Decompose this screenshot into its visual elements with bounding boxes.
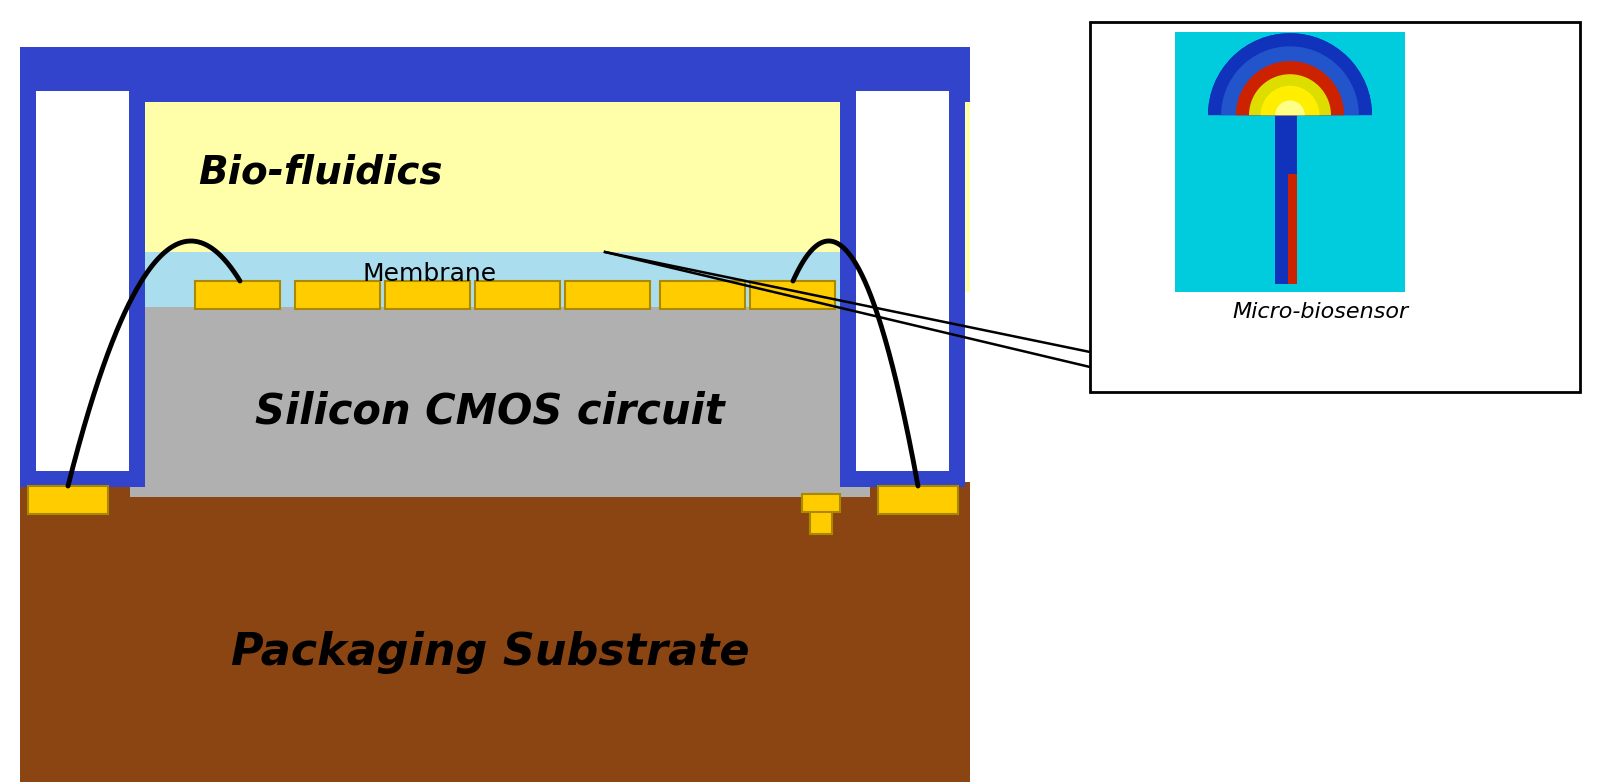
Text: Micro-biosensor: Micro-biosensor [1232, 302, 1408, 322]
Bar [129, 252, 870, 307]
Bar [802, 494, 839, 512]
Bar [855, 91, 949, 471]
Circle shape [1235, 61, 1344, 170]
Bar [19, 482, 970, 782]
Circle shape [1221, 46, 1358, 184]
Bar [294, 281, 380, 309]
Text: Silicon CMOS circuit: Silicon CMOS circuit [255, 391, 724, 433]
Circle shape [1248, 74, 1331, 156]
Bar [385, 281, 471, 309]
Bar [475, 281, 559, 309]
Bar [660, 281, 745, 309]
Bar [19, 77, 146, 487]
Bar [1289, 174, 1297, 284]
Circle shape [1208, 33, 1371, 197]
Bar [196, 281, 280, 309]
Bar [36, 91, 129, 471]
Text: Bio-fluidics: Bio-fluidics [197, 153, 443, 191]
Bar [750, 281, 834, 309]
Wedge shape [1276, 100, 1305, 115]
Bar [19, 47, 970, 102]
Bar [1274, 144, 1297, 284]
Bar [564, 281, 650, 309]
Bar [129, 252, 870, 307]
Bar [1176, 32, 1405, 292]
Bar [1176, 115, 1405, 292]
Bar [839, 77, 965, 487]
Bar [1274, 115, 1297, 284]
Circle shape [1276, 100, 1305, 130]
Wedge shape [1248, 74, 1331, 115]
Wedge shape [1261, 86, 1319, 115]
Bar [810, 494, 833, 534]
Circle shape [1261, 86, 1319, 145]
Bar [19, 77, 970, 292]
Text: Membrane: Membrane [362, 262, 496, 286]
Bar [129, 297, 870, 497]
Text: Packaging Substrate: Packaging Substrate [231, 630, 749, 673]
Wedge shape [1208, 33, 1371, 115]
Bar [1090, 22, 1580, 392]
Wedge shape [1235, 61, 1344, 115]
Bar [27, 486, 108, 514]
Wedge shape [1221, 46, 1358, 115]
Bar [1289, 193, 1297, 284]
Bar [878, 486, 957, 514]
